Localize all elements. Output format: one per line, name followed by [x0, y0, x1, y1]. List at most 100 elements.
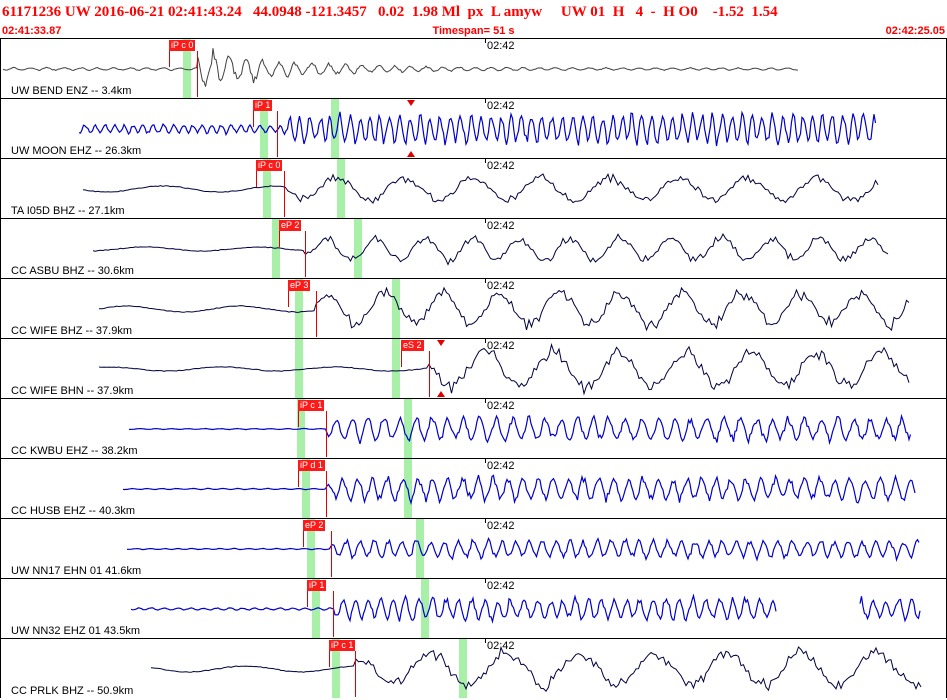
s-window-marker: [337, 159, 345, 218]
seismogram-panel[interactable]: 02:42 iP 1 UW NN32 EHZ 01 43.5km: [0, 578, 947, 638]
p-window-marker: [263, 159, 271, 218]
time-tick-label: 02:42: [487, 340, 515, 352]
pick-time-line: [333, 591, 334, 637]
waveform-trace: [122, 473, 916, 506]
pick-bracket-line: [288, 291, 289, 307]
time-tick-label: 02:42: [487, 100, 515, 112]
channel-label: UW BEND ENZ -- 3.4km: [11, 85, 132, 97]
time-tick-label: 02:42: [487, 460, 515, 472]
channel-label: CC KWBU EHZ -- 38.2km: [11, 445, 138, 457]
s-window-marker: [354, 219, 362, 278]
time-tick-mark: [485, 639, 486, 643]
p-pick-marker[interactable]: iP d 1: [298, 460, 325, 471]
pick-bracket-line: [253, 111, 254, 127]
timespan-label: Timespan= 51 s: [432, 25, 515, 37]
seismogram-panel[interactable]: 02:42 eP 2 UW NN17 EHN 01 41.6km: [0, 518, 947, 578]
seismogram-panel[interactable]: 02:42 iP d 1 CC HUSB EHZ -- 40.3km: [0, 458, 947, 518]
p-pick-marker[interactable]: iP c 0: [169, 40, 196, 51]
channel-label: UW MOON EHZ -- 26.3km: [11, 145, 142, 157]
p-pick-marker[interactable]: iP c 1: [329, 640, 356, 651]
time-tick-mark: [485, 219, 486, 223]
pick-time-line: [305, 231, 306, 277]
waveform-trace: [98, 342, 910, 396]
pick-bracket-line: [169, 51, 170, 67]
time-tick-label: 02:42: [487, 580, 515, 592]
amplitude-min-marker: [437, 391, 445, 397]
waveform-trace: [98, 286, 910, 332]
p-pick-marker[interactable]: iP 1: [253, 100, 273, 111]
waveform-path: [92, 232, 889, 266]
waveform-trace: [92, 232, 889, 266]
s-window-marker: [421, 579, 429, 638]
waveform-trace: [82, 172, 879, 204]
pick-bracket-line: [307, 591, 308, 607]
seismogram-panel[interactable]: 02:42 iP 1 UW MOON EHZ -- 26.3km: [0, 98, 947, 158]
pick-time-line: [326, 471, 327, 517]
s-window-marker: [404, 399, 412, 458]
pick-bracket-line: [303, 531, 304, 547]
waveform-path: [122, 473, 916, 506]
channel-label: CC PRLK BHZ -- 50.9km: [11, 685, 134, 697]
pick-time-line: [429, 351, 430, 397]
channel-label: CC HUSB EHZ -- 40.3km: [11, 505, 136, 517]
time-tick-mark: [485, 279, 486, 283]
time-range-bar: 02:41:33.87 Timespan= 51 s 02:42:25.05: [0, 24, 947, 38]
time-tick-mark: [485, 459, 486, 463]
waveform-trace: [128, 413, 912, 446]
waveform-path: [78, 110, 877, 147]
pick-time-line: [316, 291, 317, 337]
waveform-path: [130, 593, 921, 624]
seismogram-panel[interactable]: 02:42 iP c 0 UW BEND ENZ -- 3.4km: [0, 38, 947, 98]
time-tick-label: 02:42: [487, 640, 515, 652]
p-pick-marker[interactable]: eP 2: [303, 520, 326, 531]
pick-time-line: [284, 171, 285, 217]
s-pick-marker[interactable]: eS 2: [401, 340, 424, 351]
pick-time-line: [331, 531, 332, 577]
waveform-path: [82, 172, 879, 204]
end-time: 02:42:25.05: [885, 25, 945, 37]
waveform-trace: [150, 645, 922, 693]
seismogram-panel[interactable]: 02:42 eP 2 CC ASBU BHZ -- 30.6km: [0, 218, 947, 278]
time-tick-label: 02:42: [487, 220, 515, 232]
amplitude-min-marker: [407, 151, 415, 157]
seismogram-panel[interactable]: 02:42 iP c 1 CC KWBU EHZ -- 38.2km: [0, 398, 947, 458]
pick-bracket-line: [279, 231, 280, 247]
time-tick-mark: [485, 519, 486, 523]
event-summary-header: 61171236 UW 2016-06-21 02:41:43.24 44.09…: [2, 4, 778, 20]
amplitude-max-marker: [437, 340, 445, 346]
start-time: 02:41:33.87: [2, 25, 62, 37]
waveform-trace: [78, 110, 877, 147]
seismogram-panel[interactable]: 02:42 iP c 1 CC PRLK BHZ -- 50.9km: [0, 638, 947, 698]
p-pick-marker[interactable]: eP 3: [288, 280, 311, 291]
time-tick-label: 02:42: [487, 400, 515, 412]
seismogram-panels: 02:42 iP c 0 UW BEND ENZ -- 3.4km 02:42 iP 1…: [0, 38, 947, 700]
waveform-trace: [2, 48, 799, 87]
waveform-trace: [126, 537, 920, 563]
p-pick-marker[interactable]: eP 2: [279, 220, 302, 231]
p-window-marker: [260, 99, 268, 158]
waveform-path: [126, 537, 920, 563]
pick-bracket-line: [256, 171, 257, 187]
channel-label: UW NN32 EHZ 01 43.5km: [11, 625, 140, 637]
p-pick-marker[interactable]: iP 1: [307, 580, 327, 591]
p-window-marker: [302, 459, 310, 518]
time-tick-mark: [485, 159, 486, 163]
p-pick-marker[interactable]: iP c 1: [298, 400, 325, 411]
time-tick-label: 02:42: [487, 280, 515, 292]
waveform-trace: [130, 593, 921, 624]
p-pick-marker[interactable]: iP c 0: [256, 160, 283, 171]
time-tick-mark: [485, 339, 486, 343]
seismogram-panel[interactable]: 02:42 eP 3 CC WIFE BHZ -- 37.9km: [0, 278, 947, 338]
s-window-marker: [459, 639, 467, 698]
seismogram-panel[interactable]: 02:42 iP c 0 TA I05D BHZ -- 27.1km: [0, 158, 947, 218]
pick-bracket-line: [329, 651, 330, 667]
time-tick-mark: [485, 579, 486, 583]
waveform-path: [98, 286, 910, 332]
seismogram-panel[interactable]: 02:42 eS 2 CC WIFE BHN -- 37.9km: [0, 338, 947, 398]
pick-bracket-line: [401, 351, 402, 367]
waveform-path: [98, 342, 910, 396]
pick-bracket-line: [298, 411, 299, 427]
pick-time-line: [355, 651, 356, 697]
channel-label: CC ASBU BHZ -- 30.6km: [11, 265, 134, 277]
channel-label: TA I05D BHZ -- 27.1km: [11, 205, 125, 217]
